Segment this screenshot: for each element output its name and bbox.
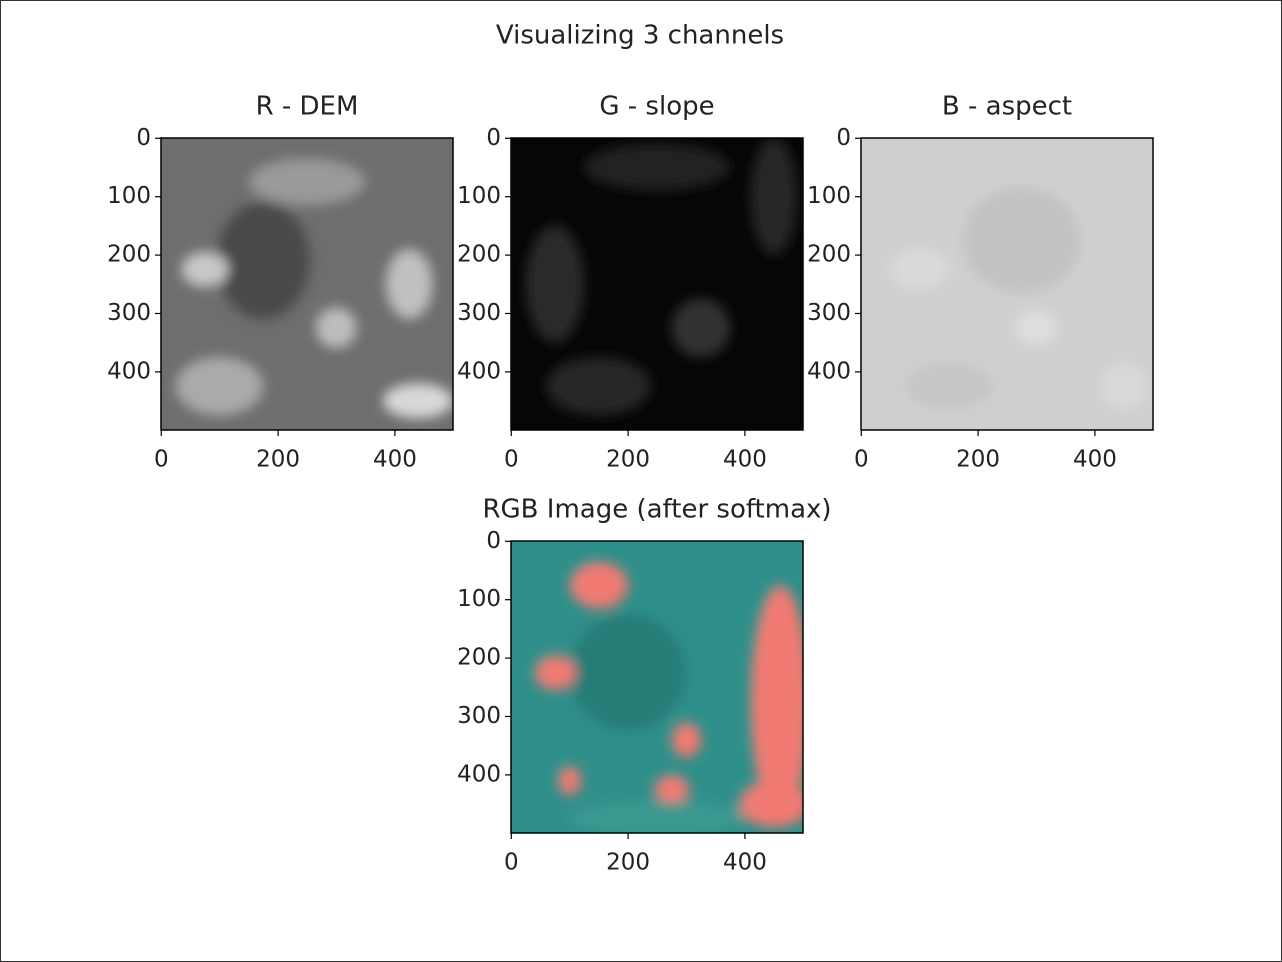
y-tick-label: 200	[457, 242, 501, 268]
y-tick-label: 300	[107, 300, 151, 326]
image-patch	[385, 248, 433, 320]
x-tick-label: 200	[606, 850, 650, 876]
y-tick-label: 300	[807, 300, 851, 326]
image-patch	[738, 780, 803, 828]
image-patch	[382, 383, 453, 419]
y-tick-label: 0	[486, 125, 501, 151]
image-patch	[569, 561, 628, 609]
image-patch	[1100, 362, 1148, 410]
y-tick-label: 0	[136, 125, 151, 151]
y-tick-label: 300	[457, 300, 501, 326]
y-tick-label: 200	[107, 242, 151, 268]
x-tick-label: 200	[956, 447, 1000, 473]
x-tick-label: 200	[256, 447, 300, 473]
image-patch	[654, 774, 690, 804]
axes-frame	[860, 137, 1154, 431]
x-tick-label: 0	[504, 850, 519, 876]
y-tick-label: 100	[107, 183, 151, 209]
image-patch	[750, 138, 798, 255]
image-patch	[671, 298, 730, 357]
y-tick-label: 400	[457, 358, 501, 384]
y-tick-label: 0	[486, 528, 501, 554]
image	[861, 138, 1153, 430]
y-tick-label: 100	[457, 586, 501, 612]
axes-frame	[510, 137, 804, 431]
image-texture	[890, 187, 1148, 410]
image-texture	[525, 138, 798, 416]
image-texture	[534, 561, 803, 833]
image-texture	[175, 158, 453, 419]
y-tick-label: 400	[457, 761, 501, 787]
y-tick-label: 200	[807, 242, 851, 268]
x-tick-label: 400	[1073, 447, 1117, 473]
image-patch	[569, 800, 745, 833]
image-patch	[175, 357, 264, 416]
y-tick-label: 400	[807, 358, 851, 384]
image	[511, 138, 803, 430]
image-patch	[248, 158, 366, 206]
x-tick-label: 0	[504, 447, 519, 473]
y-tick-label: 0	[836, 125, 851, 151]
image-patch	[963, 187, 1080, 293]
image	[161, 138, 453, 430]
x-tick-label: 200	[606, 447, 650, 473]
image-patch	[569, 614, 687, 731]
image-patch	[904, 362, 993, 410]
axes-title: RGB Image (after softmax)	[482, 495, 831, 525]
y-tick-label: 100	[807, 183, 851, 209]
image-patch	[1015, 310, 1057, 346]
image-patch	[671, 722, 701, 758]
image-patch	[525, 225, 584, 343]
image-patch	[181, 251, 229, 287]
axes-title: R - DEM	[256, 92, 359, 122]
image-patch	[315, 307, 357, 349]
axes-title: B - aspect	[942, 92, 1072, 122]
image-patch	[557, 765, 582, 796]
axes-frame	[160, 137, 454, 431]
axes-title: G - slope	[599, 92, 714, 122]
x-tick-label: 400	[723, 850, 767, 876]
image-patch	[216, 202, 310, 320]
y-tick-label: 400	[107, 358, 151, 384]
y-tick-label: 300	[457, 703, 501, 729]
x-tick-label: 0	[154, 447, 169, 473]
image-patch	[750, 584, 803, 819]
image-patch	[584, 143, 730, 191]
image-patch	[890, 248, 949, 290]
image-patch	[546, 357, 652, 416]
figure-title: Visualizing 3 channels	[496, 21, 784, 51]
y-tick-label: 200	[457, 645, 501, 671]
axes-frame	[510, 540, 804, 834]
image	[511, 541, 803, 833]
x-tick-label: 400	[373, 447, 417, 473]
y-tick-label: 100	[457, 183, 501, 209]
image-patch	[534, 654, 576, 690]
x-tick-label: 0	[854, 447, 869, 473]
x-tick-label: 400	[723, 447, 767, 473]
